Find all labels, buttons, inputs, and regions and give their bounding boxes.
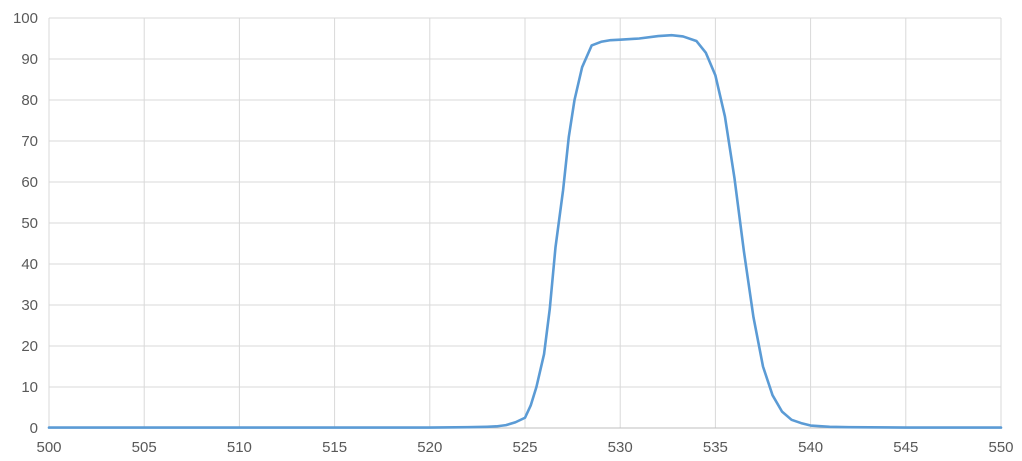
x-tick-label: 545 (893, 439, 918, 456)
x-tick-label: 510 (227, 439, 252, 456)
y-tick-label: 80 (21, 92, 38, 109)
y-tick-label: 40 (21, 256, 38, 273)
x-tick-label: 525 (512, 439, 537, 456)
y-tick-label: 50 (21, 215, 38, 232)
x-tick-label: 505 (132, 439, 157, 456)
x-tick-label: 530 (608, 439, 633, 456)
x-tick-label: 520 (417, 439, 442, 456)
grid-lines (48, 17, 1002, 428)
y-tick-label: 0 (30, 420, 38, 437)
y-tick-label: 10 (21, 379, 38, 396)
y-tick-label: 30 (21, 297, 38, 314)
series-line (47, 33, 1003, 429)
y-tick-label: 20 (21, 338, 38, 355)
x-tick-label: 500 (36, 439, 61, 456)
x-tick-label: 550 (988, 439, 1013, 456)
x-tick-label: 535 (703, 439, 728, 456)
y-tick-label: 100 (13, 10, 38, 27)
y-tick-labels: 0 10 20 30 40 50 60 70 80 90 100 (13, 10, 38, 437)
y-tick-label: 60 (21, 174, 38, 191)
series-layer (47, 33, 1003, 429)
x-tick-label: 515 (322, 439, 347, 456)
y-tick-label: 90 (21, 51, 38, 68)
y-tick-label: 70 (21, 133, 38, 150)
x-tick-label: 540 (798, 439, 823, 456)
x-tick-labels: 500 505 510 515 520 525 530 535 540 545 550 (36, 439, 1013, 456)
